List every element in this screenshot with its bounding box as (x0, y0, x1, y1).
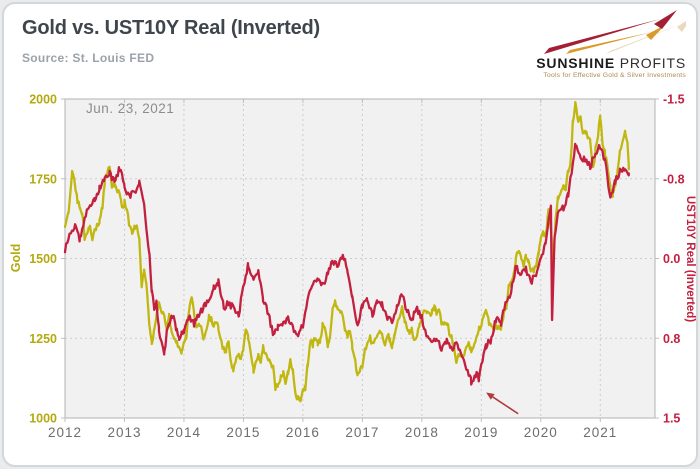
x-tick-label: 2016 (286, 425, 320, 440)
x-tick-label: 2017 (345, 425, 379, 440)
y-left-tick-label: 1000 (29, 412, 57, 426)
y-right-tick-label: 0.8 (663, 332, 680, 346)
brand-wordmark: SUNSHINE PROFITS (506, 56, 686, 70)
annotation-arrow-head (486, 392, 495, 400)
x-tick-label: 2018 (405, 425, 439, 440)
y-left-tick-label: 2000 (29, 93, 57, 107)
page-title: Gold vs. UST10Y Real (Inverted) (22, 17, 320, 39)
x-tick-label: 2012 (48, 425, 82, 440)
ust10y-series-line (63, 142, 630, 386)
y-right-tick-label: 1.5 (663, 412, 680, 426)
logo-arrows-icon (544, 10, 686, 54)
brand-primary: SUNSHINE (536, 55, 616, 71)
x-tick-label: 2015 (226, 425, 260, 440)
y-axis-title-ust10y: UST10Y Real (Inverted) (684, 195, 696, 323)
y-left-tick-label: 1750 (29, 172, 57, 186)
annotation-arrow-line (492, 396, 519, 415)
date-annotation: Jun. 23, 2021 (86, 101, 175, 116)
x-tick-label: 2019 (464, 425, 498, 440)
sunshine-profits-logo: SUNSHINE PROFITS Tools for Effective Gol… (506, 9, 686, 79)
source-label: Source: St. Louis FED (22, 51, 155, 65)
y-right-tick-label: -0.8 (663, 172, 685, 186)
x-tick-label: 2013 (107, 425, 141, 440)
y-left-tick-label: 1250 (29, 332, 57, 346)
x-tick-label: 2020 (524, 425, 558, 440)
brand-secondary: PROFITS (615, 55, 686, 71)
y-left-tick-label: 1500 (29, 252, 57, 266)
x-tick-label: 2021 (583, 425, 617, 440)
y-right-tick-label: -1.5 (663, 93, 685, 107)
x-tick-label: 2014 (167, 425, 201, 440)
brand-tagline: Tools for Effective Gold & Silver Invest… (543, 72, 686, 79)
y-axis-title-gold: Gold (9, 243, 23, 273)
y-right-tick-label: 0.0 (663, 252, 680, 266)
gold-series-line (63, 100, 630, 403)
